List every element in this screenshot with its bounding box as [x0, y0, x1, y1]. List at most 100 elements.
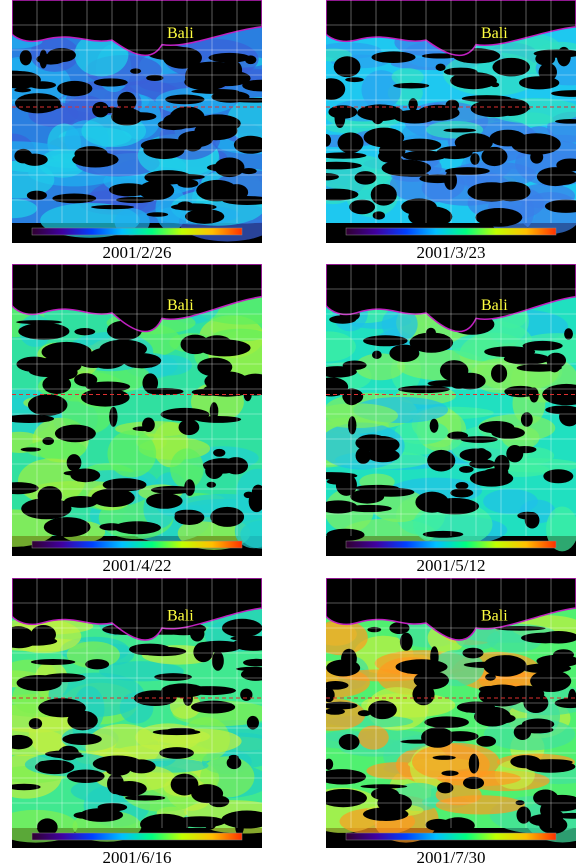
chlorophyll-patch [483, 489, 538, 514]
cloud-mask [167, 728, 195, 732]
cloud-mask [455, 133, 493, 152]
cloud-mask [74, 328, 95, 335]
cloud-mask [15, 93, 61, 113]
date-caption: 2001/6/16 [12, 848, 262, 867]
cloud-mask [224, 457, 248, 474]
colorbar [32, 228, 242, 235]
date-caption: 2001/3/23 [326, 243, 576, 262]
cloud-mask [67, 769, 105, 783]
cloud-mask [146, 75, 163, 81]
cloud-mask [247, 716, 259, 730]
cloud-mask [240, 689, 252, 701]
cloud-mask [491, 427, 525, 439]
cloud-mask [213, 449, 225, 457]
cloud-mask [28, 394, 68, 416]
cloud-mask [81, 388, 130, 406]
cloud-mask [521, 412, 533, 426]
cloud-mask [389, 345, 419, 362]
cloud-mask [430, 646, 438, 667]
cloud-mask [521, 633, 570, 644]
cloud-mask [158, 119, 190, 130]
cloud-mask [371, 51, 415, 63]
colorbar [346, 833, 556, 840]
cloud-mask [510, 755, 540, 768]
cloud-mask [339, 734, 360, 750]
cloud-mask [179, 419, 200, 435]
colorbar [32, 541, 242, 548]
cloud-mask [455, 373, 486, 390]
cloud-mask [476, 736, 496, 747]
cloud-mask [360, 784, 407, 788]
cloud-mask [492, 58, 530, 77]
colorbar [346, 541, 556, 548]
cloud-mask [517, 512, 537, 520]
cloud-mask [513, 446, 536, 453]
cloud-mask [44, 517, 91, 537]
date-caption: 2001/4/22 [12, 556, 262, 575]
cloud-mask [430, 419, 439, 433]
cloud-mask [74, 812, 95, 819]
colorbar [32, 833, 242, 840]
cloud-mask [42, 375, 71, 394]
cloud-mask [469, 754, 479, 774]
cloud-mask [346, 505, 392, 512]
cloud-mask [21, 447, 41, 451]
cloud-mask [334, 56, 361, 77]
cloud-mask [542, 809, 564, 822]
cloud-mask [415, 492, 448, 513]
cloud-mask [207, 482, 216, 488]
cloud-mask [424, 716, 469, 728]
cloud-mask [175, 816, 226, 827]
cloud-mask [190, 626, 204, 641]
cloud-mask [546, 353, 566, 368]
cloud-mask [42, 437, 54, 445]
cloud-mask [342, 389, 363, 404]
cloud-mask [127, 759, 156, 773]
cloud-mask [423, 531, 464, 538]
cloud-mask [474, 707, 511, 727]
cloud-mask [35, 760, 74, 774]
cloud-mask [208, 53, 250, 63]
cloud-mask [442, 731, 479, 741]
cloud-mask [161, 408, 210, 421]
cloud-mask [42, 342, 92, 362]
cloud-mask [142, 418, 155, 432]
cloud-mask [402, 151, 447, 161]
cloud-mask [199, 339, 251, 356]
cloud-mask [103, 478, 147, 491]
cloud-mask [123, 353, 162, 368]
satellite-map: Bali [326, 0, 576, 243]
cloud-mask [185, 209, 224, 224]
cloud-mask [144, 170, 191, 184]
date-caption: 2001/5/12 [326, 556, 576, 575]
cloud-mask [67, 454, 82, 471]
chlorophyll-patch [358, 726, 389, 750]
cloud-mask [533, 790, 558, 807]
cloud-mask [186, 686, 236, 695]
cloud-mask [336, 474, 357, 496]
satellite-map: Bali [12, 264, 262, 556]
cloud-mask [191, 784, 223, 803]
cloud-mask [396, 659, 448, 674]
cloud-mask [463, 777, 484, 789]
cloud-mask [475, 208, 522, 227]
cloud-mask [393, 83, 429, 89]
cloud-mask [348, 416, 356, 434]
place-label: Bali [481, 25, 508, 42]
place-label: Bali [167, 608, 194, 625]
cloud-mask [492, 182, 531, 202]
cloud-mask [220, 184, 237, 198]
cloud-mask [539, 63, 557, 81]
cloud-mask [393, 110, 436, 124]
cloud-mask [178, 131, 213, 147]
cloud-mask [433, 755, 456, 759]
cloud-mask [382, 160, 431, 177]
cloud-mask [363, 807, 408, 821]
cloud-mask [446, 100, 459, 111]
cloud-mask [142, 373, 158, 392]
cloud-mask [165, 94, 204, 104]
cloud-mask [50, 753, 83, 758]
cloud-mask [464, 662, 515, 668]
cloud-mask [514, 724, 531, 740]
cloud-mask [64, 471, 84, 476]
